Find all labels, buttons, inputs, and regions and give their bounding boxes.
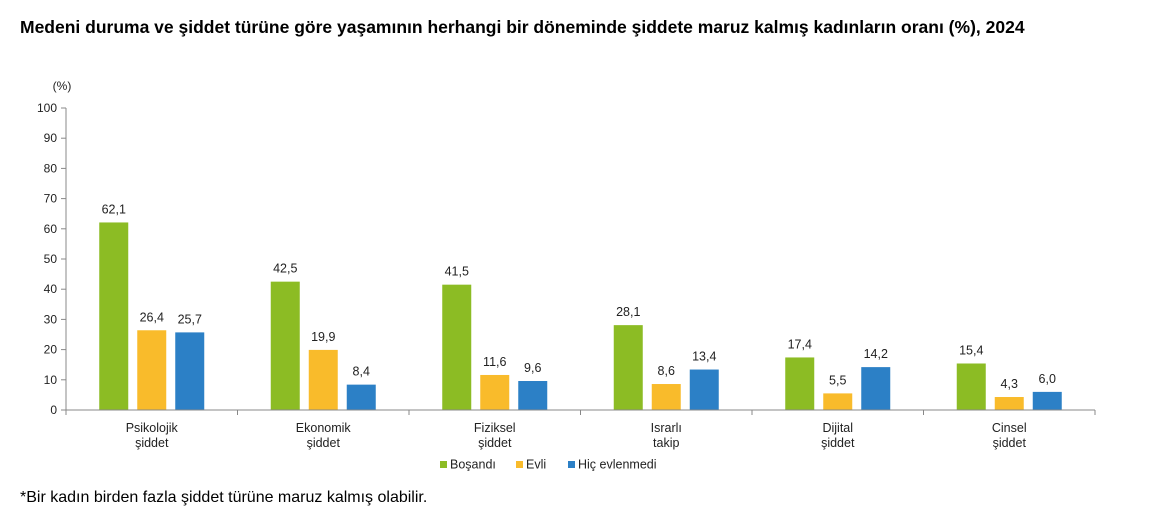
x-category-label: Fiziksel xyxy=(474,421,516,435)
y-tick-label: 50 xyxy=(44,252,58,266)
bar xyxy=(270,281,300,410)
y-tick-label: 40 xyxy=(44,282,58,296)
data-label: 9,6 xyxy=(524,361,541,375)
bar xyxy=(823,393,853,410)
y-tick-label: 100 xyxy=(37,101,57,115)
data-label: 15,4 xyxy=(959,343,983,357)
x-category-label: şiddet xyxy=(993,436,1027,450)
x-category-label: Israrlı xyxy=(651,421,682,435)
x-category-label: Cinsel xyxy=(992,421,1027,435)
data-label: 25,7 xyxy=(178,312,202,326)
legend-label: Evli xyxy=(526,458,546,472)
data-label: 62,1 xyxy=(102,202,126,216)
data-label: 28,1 xyxy=(616,305,640,319)
legend-label: Hiç evlenmedi xyxy=(578,458,657,472)
x-axis: PsikolojikşiddetEkonomikşiddetFizikselşi… xyxy=(65,409,1096,450)
bar xyxy=(480,374,510,410)
footnote: *Bir kadın birden fazla şiddet türüne ma… xyxy=(20,489,428,506)
x-category-label: şiddet xyxy=(478,436,512,450)
data-labels: 62,1 26,4 25,7 42,5 19,9 8,4 41,5 11,6 9,6 28,1 8,… xyxy=(102,202,1056,391)
chart-title: Medeni duruma ve şiddet türüne göre yaşa… xyxy=(20,17,1025,37)
y-tick-label: 20 xyxy=(44,343,58,357)
data-label: 6,0 xyxy=(1039,372,1056,386)
data-label: 42,5 xyxy=(273,262,297,276)
x-category-label: şiddet xyxy=(307,436,341,450)
y-tick-label: 90 xyxy=(44,131,58,145)
bar xyxy=(308,349,338,410)
bar xyxy=(956,363,986,410)
bar xyxy=(137,330,167,410)
bar xyxy=(175,332,205,410)
data-label: 26,4 xyxy=(140,310,164,324)
legend-swatch xyxy=(516,461,523,468)
legend: Boşandı Evli Hiç evlenmedi xyxy=(440,458,657,472)
data-label: 8,4 xyxy=(353,365,370,379)
data-label: 11,6 xyxy=(483,355,506,369)
legend-swatch xyxy=(440,461,447,468)
y-tick-label: 30 xyxy=(44,312,58,326)
x-category-label: şiddet xyxy=(821,436,855,450)
bar xyxy=(689,369,719,410)
x-category-label: Ekonomik xyxy=(296,421,352,435)
x-category-label: şiddet xyxy=(135,436,169,450)
y-tick-label: 70 xyxy=(44,192,58,206)
y-tick-label: 80 xyxy=(44,161,58,175)
y-axis-unit-label: (%) xyxy=(53,79,72,93)
legend-swatch xyxy=(568,461,575,468)
data-label: 14,2 xyxy=(864,347,888,361)
legend-label: Boşandı xyxy=(450,458,496,472)
data-label: 41,5 xyxy=(445,265,469,279)
y-axis: 0 10 20 30 40 50 60 70 80 90 100 xyxy=(37,101,67,417)
data-label: 8,6 xyxy=(658,364,675,378)
bar xyxy=(785,357,815,410)
bar xyxy=(442,284,472,410)
bar xyxy=(1032,391,1062,410)
bar xyxy=(861,367,891,410)
bars xyxy=(99,222,1062,410)
data-label: 5,5 xyxy=(829,373,846,387)
bar xyxy=(346,384,376,410)
bar xyxy=(613,325,643,410)
data-label: 17,4 xyxy=(788,337,812,351)
y-tick-label: 10 xyxy=(44,373,58,387)
y-tick-label: 60 xyxy=(44,222,58,236)
bar xyxy=(518,381,548,410)
data-label: 4,3 xyxy=(1001,377,1018,391)
bar xyxy=(651,384,681,410)
data-label: 19,9 xyxy=(311,330,335,344)
x-category-label: Dijital xyxy=(822,421,853,435)
x-category-label: takip xyxy=(653,436,679,450)
y-tick-label: 0 xyxy=(50,403,57,417)
x-category-label: Psikolojik xyxy=(126,421,179,435)
data-label: 13,4 xyxy=(692,350,716,364)
bar xyxy=(99,222,129,410)
bar xyxy=(994,397,1024,410)
